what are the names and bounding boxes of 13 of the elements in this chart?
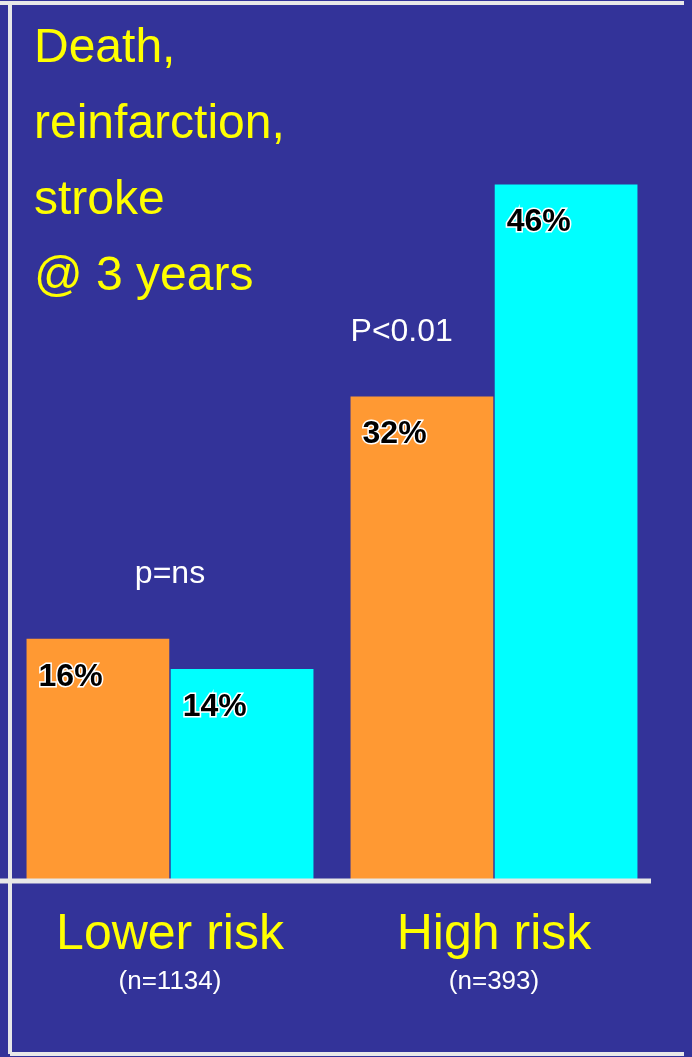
annotation: p=ns (134, 553, 206, 590)
data-label: 46% (506, 202, 571, 239)
annotation: P<0.01 (350, 311, 453, 348)
chart-title: Death, reinfarction, stroke @ 3 years (34, 19, 285, 300)
x-tick-label: High risk (n=393) (396, 904, 593, 995)
data-label: 14% (182, 686, 247, 723)
data-label: 32% (362, 414, 427, 451)
bar (494, 184, 638, 881)
bar (26, 638, 170, 881)
bar (350, 396, 494, 881)
x-tick-label: Lower risk (n=1134) (56, 904, 285, 995)
data-label: 16% (38, 656, 103, 693)
bar (170, 669, 314, 881)
